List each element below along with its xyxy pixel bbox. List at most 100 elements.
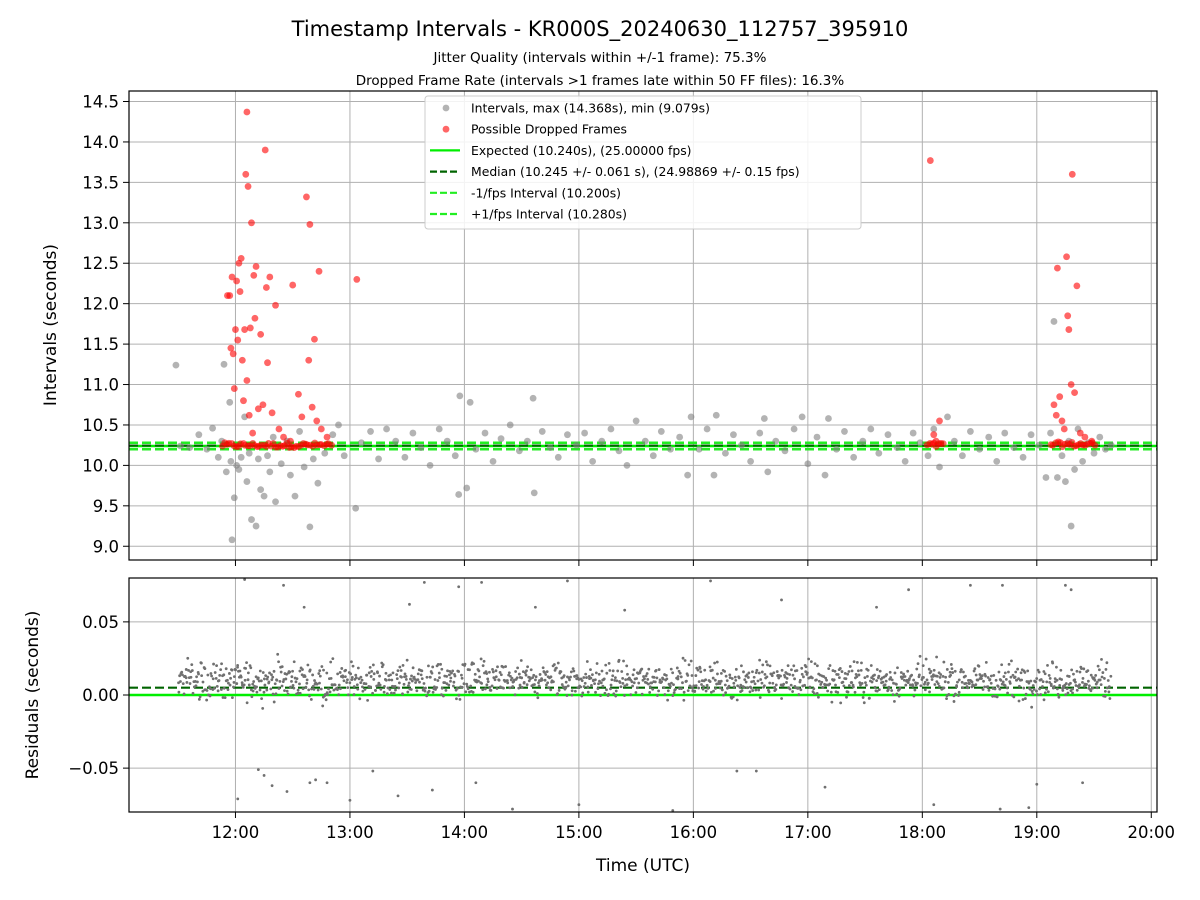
residual-point xyxy=(694,684,698,688)
residual-point xyxy=(670,681,673,685)
x-axis-label: Time (UTC) xyxy=(595,856,690,876)
residual-point xyxy=(250,695,254,699)
residual-point xyxy=(577,678,581,681)
residual-point xyxy=(422,682,426,685)
intervals-points xyxy=(172,318,1115,544)
residual-point xyxy=(445,675,449,678)
residual-point xyxy=(815,678,818,682)
residuals-y-tick-label: 0.05 xyxy=(82,613,119,632)
dropped-frame-point xyxy=(328,441,336,449)
residual-point xyxy=(872,677,875,681)
residual-point xyxy=(1089,689,1093,693)
residual-point xyxy=(629,693,633,697)
residual-point xyxy=(1041,685,1044,688)
residual-point xyxy=(922,676,925,679)
residual-point xyxy=(1085,683,1088,686)
residual-point xyxy=(534,675,538,679)
residual-point xyxy=(1008,681,1012,685)
dropped-frame-point xyxy=(237,254,245,262)
dropped-frame-point xyxy=(930,431,938,439)
residual-point xyxy=(682,698,686,702)
residual-point xyxy=(269,687,273,691)
interval-point xyxy=(554,453,562,461)
interval-point xyxy=(1102,445,1109,453)
residual-point xyxy=(431,665,435,669)
residual-point xyxy=(740,689,744,692)
residual-point xyxy=(303,675,307,678)
interval-point xyxy=(252,522,260,530)
interval-point xyxy=(546,444,554,452)
residual-point xyxy=(630,680,634,684)
residual-point xyxy=(1095,686,1099,690)
intervals-plot: 9.0 9.5 10.0 10.5 11.0 11.5 12.0 12.5 13.0 13.5 14… xyxy=(41,90,1158,566)
residual-point xyxy=(529,677,532,681)
residual-point xyxy=(1092,676,1096,680)
residual-point xyxy=(425,694,429,698)
residual-point xyxy=(719,672,723,675)
residual-point xyxy=(715,660,719,664)
residual-point xyxy=(289,685,292,689)
residual-point xyxy=(968,682,971,685)
residual-point xyxy=(425,675,429,679)
residual-point xyxy=(258,688,262,692)
residual-point xyxy=(463,662,467,666)
residual-point xyxy=(371,691,375,695)
residual-point xyxy=(683,659,687,662)
residual-point xyxy=(789,683,793,687)
dropped-frame-point xyxy=(243,108,251,116)
residual-point xyxy=(863,676,867,679)
residual-point xyxy=(1013,675,1017,679)
residual-point xyxy=(858,681,862,685)
residual-point xyxy=(1100,657,1103,661)
intervals-y-tick-label: 9.5 xyxy=(93,497,119,516)
residual-point xyxy=(951,671,955,674)
residual-point xyxy=(709,690,713,694)
residual-point xyxy=(1017,684,1021,688)
residual-point xyxy=(783,675,787,679)
residual-point xyxy=(247,683,251,687)
residual-point xyxy=(577,803,581,807)
residual-point xyxy=(436,679,440,682)
residual-point xyxy=(668,684,672,688)
dropped-frame-point xyxy=(243,377,251,384)
residual-point xyxy=(422,580,426,584)
residual-point xyxy=(1069,681,1072,685)
residual-point xyxy=(486,677,490,681)
residual-point xyxy=(853,690,857,694)
residual-point xyxy=(786,664,790,668)
residual-point xyxy=(828,682,832,686)
residual-point xyxy=(226,688,230,692)
residual-point xyxy=(525,669,528,673)
residual-point xyxy=(1053,677,1057,681)
residual-point xyxy=(830,700,834,704)
residual-point xyxy=(660,680,663,684)
residual-point xyxy=(730,677,734,680)
residual-point xyxy=(481,664,485,668)
residual-point xyxy=(264,674,268,678)
interval-point xyxy=(340,452,348,460)
residual-point xyxy=(1073,678,1077,682)
residual-point xyxy=(206,673,210,677)
residual-point xyxy=(838,676,841,680)
residual-point xyxy=(191,691,195,695)
interval-point xyxy=(329,431,337,439)
interval-point xyxy=(177,442,184,450)
residual-point xyxy=(407,684,410,687)
residual-point xyxy=(295,677,299,681)
interval-point xyxy=(798,413,806,421)
residual-point xyxy=(959,670,962,674)
residual-point xyxy=(663,693,667,696)
residual-point xyxy=(327,687,330,691)
residual-point xyxy=(716,672,719,676)
residual-point xyxy=(906,681,910,685)
residual-point xyxy=(491,670,495,674)
residual-point xyxy=(514,670,518,673)
residual-point xyxy=(1078,683,1081,687)
residual-point xyxy=(697,686,700,690)
residual-point xyxy=(219,668,223,672)
residual-point xyxy=(246,671,250,675)
residual-point xyxy=(372,672,376,676)
residual-point xyxy=(226,678,229,682)
residual-point xyxy=(257,679,261,683)
residual-point xyxy=(1001,583,1004,587)
